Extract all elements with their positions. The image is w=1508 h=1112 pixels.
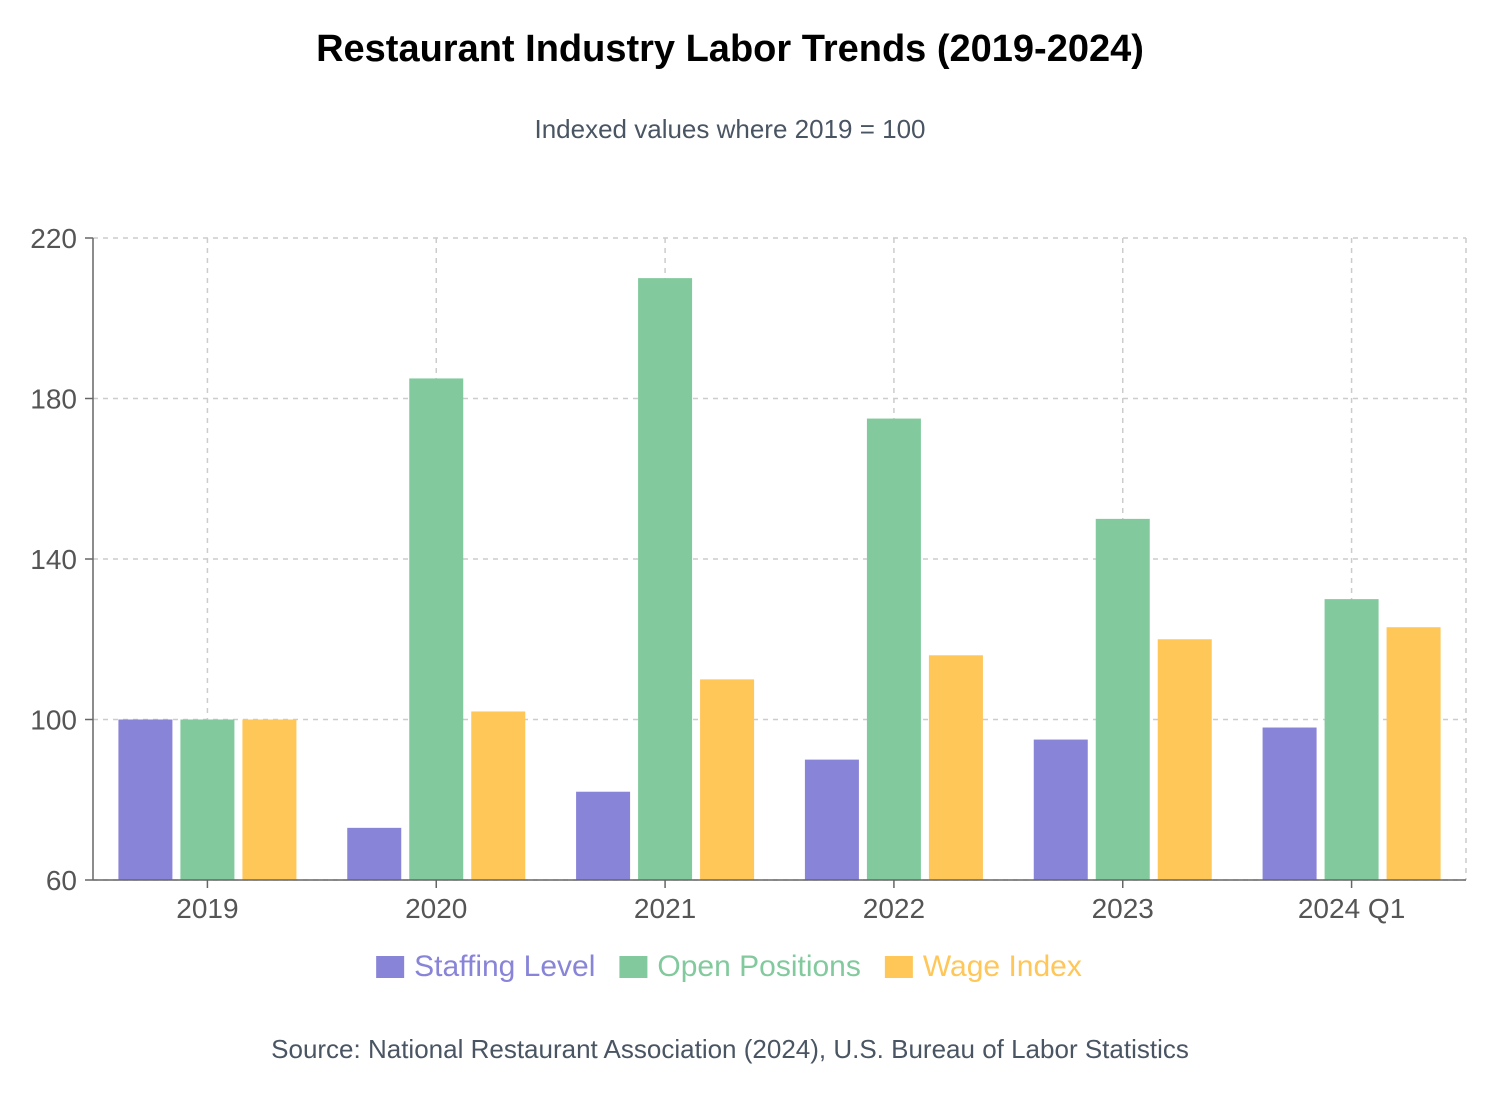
y-tick-label: 100 — [30, 705, 77, 736]
bar-chart: 60 100 140 180 220 2019 2020 2021 2022 2023 2024 Q… — [30, 223, 1467, 983]
legend-label: Open Positions — [657, 950, 860, 983]
bar-staffing-level — [347, 827, 402, 880]
bar-staffing-level — [1033, 739, 1088, 880]
chart-subtitle: Indexed values where 2019 = 100 — [534, 114, 926, 144]
y-tick-label: 60 — [46, 865, 77, 896]
x-tick-label: 2022 — [863, 893, 925, 924]
bar-staffing-level — [118, 719, 173, 880]
x-tick-label: 2020 — [405, 893, 467, 924]
bar-open-positions — [180, 719, 235, 880]
bar-open-positions — [1095, 518, 1150, 880]
legend: Staffing Level Open Positions Wage Index — [376, 950, 1082, 983]
bar-wage-index — [471, 711, 526, 880]
bar-open-positions — [866, 418, 921, 880]
legend-label: Wage Index — [923, 950, 1082, 983]
bar-staffing-level — [1262, 727, 1317, 880]
bar-wage-index — [1386, 627, 1441, 880]
y-tick-label: 220 — [30, 223, 77, 254]
bar-wage-index — [700, 679, 755, 880]
bar-staffing-level — [804, 759, 859, 880]
chart-source: Source: National Restaurant Association … — [271, 1034, 1189, 1064]
bar-staffing-level — [576, 791, 631, 880]
legend-swatch — [884, 956, 913, 978]
bar-wage-index — [1157, 639, 1212, 880]
chart-title: Restaurant Industry Labor Trends (2019-2… — [316, 28, 1144, 70]
bar-open-positions — [638, 278, 693, 880]
axes: 60 100 140 180 220 2019 2020 2021 2022 2023 2024 Q… — [30, 223, 1466, 924]
legend-swatch — [619, 956, 648, 978]
bar-open-positions — [409, 378, 464, 880]
y-tick-label: 180 — [30, 384, 77, 415]
legend-label: Staffing Level — [414, 950, 595, 983]
y-tick-label: 140 — [30, 544, 77, 575]
bars — [118, 278, 1441, 880]
x-tick-label: 2021 — [634, 893, 696, 924]
bar-wage-index — [928, 655, 983, 880]
bar-wage-index — [242, 719, 297, 880]
x-tick-label: 2024 Q1 — [1298, 893, 1405, 924]
x-tick-label: 2019 — [176, 893, 238, 924]
x-tick-label: 2023 — [1092, 893, 1154, 924]
legend-swatch — [376, 956, 405, 978]
bar-open-positions — [1324, 599, 1379, 880]
grid-lines — [93, 237, 1467, 881]
